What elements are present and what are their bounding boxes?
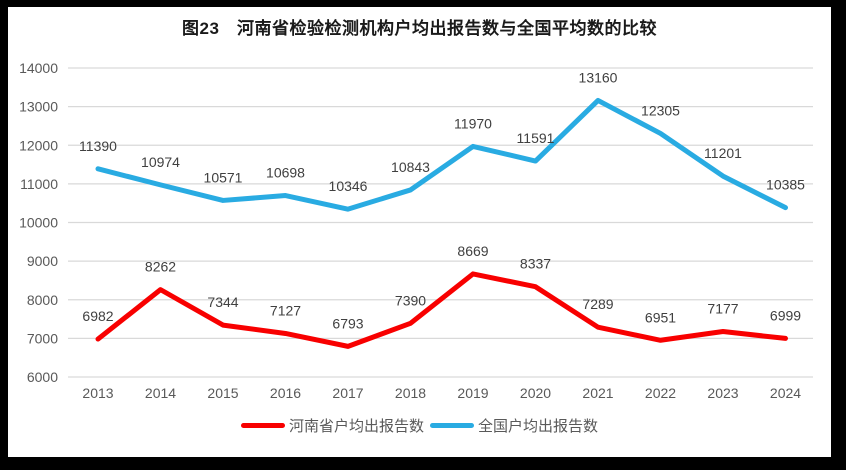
chart-legend: 河南省户均出报告数 全国户均出报告数	[8, 414, 831, 436]
legend-label-national: 全国户均出报告数	[478, 417, 599, 435]
legend-label-henan: 河南省户均出报告数	[288, 417, 424, 435]
national-line-swatch	[430, 422, 474, 428]
henan-line-swatch	[240, 422, 285, 428]
chart-panel: 图23 河南省检验检测机构户均出报告数与全国平均数的比较 河南省户均出报告数 全…	[8, 7, 831, 457]
legend-item-henan: 河南省户均出报告数	[240, 415, 424, 436]
chart-title: 图23 河南省检验检测机构户均出报告数与全国平均数的比较	[182, 19, 657, 38]
legend-item-national: 全国户均出报告数	[430, 415, 598, 436]
